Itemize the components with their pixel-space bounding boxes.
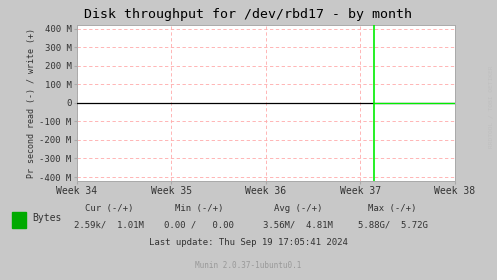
Text: 3.56M/  4.81M: 3.56M/ 4.81M: [263, 221, 333, 230]
Text: RRDTOOL / TOBI OETIKER: RRDTOOL / TOBI OETIKER: [489, 65, 494, 148]
Text: 2.59k/  1.01M: 2.59k/ 1.01M: [75, 221, 144, 230]
Text: 5.88G/  5.72G: 5.88G/ 5.72G: [358, 221, 427, 230]
Text: Bytes: Bytes: [32, 213, 62, 223]
Text: Cur (-/+): Cur (-/+): [85, 204, 134, 213]
Text: Munin 2.0.37-1ubuntu0.1: Munin 2.0.37-1ubuntu0.1: [195, 262, 302, 270]
Text: Max (-/+): Max (-/+): [368, 204, 417, 213]
Text: Disk throughput for /dev/rbd17 - by month: Disk throughput for /dev/rbd17 - by mont…: [84, 8, 413, 21]
Text: Avg (-/+): Avg (-/+): [274, 204, 323, 213]
Text: Min (-/+): Min (-/+): [174, 204, 223, 213]
Text: 0.00 /   0.00: 0.00 / 0.00: [164, 221, 234, 230]
Y-axis label: Pr second read (-) / write (+): Pr second read (-) / write (+): [27, 28, 36, 178]
Text: Last update: Thu Sep 19 17:05:41 2024: Last update: Thu Sep 19 17:05:41 2024: [149, 238, 348, 247]
